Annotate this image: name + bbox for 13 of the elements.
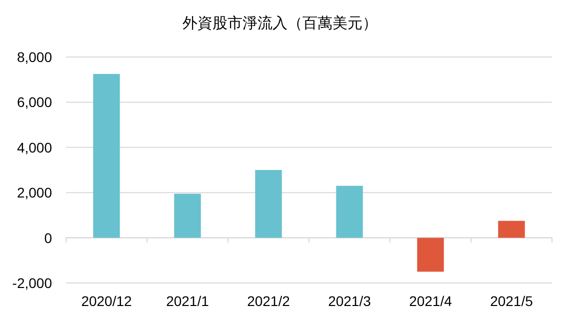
y-tick-label: 4,000 xyxy=(16,139,52,156)
y-tick-label: 8,000 xyxy=(16,49,52,65)
x-tick-label: 2021/4 xyxy=(409,293,452,309)
y-tick-label: -2,000 xyxy=(12,275,52,291)
x-tick-label: 2021/5 xyxy=(490,293,534,309)
x-tick-label: 2021/3 xyxy=(328,293,372,309)
x-tick-label: 2020/12 xyxy=(81,293,132,309)
y-tick-label: 0 xyxy=(44,230,52,246)
x-tick-label: 2021/1 xyxy=(166,293,210,309)
title: 外資股市淨流入（百萬美元） xyxy=(182,15,378,32)
x-tick-label: 2021/2 xyxy=(247,293,290,309)
y-tick-label: 2,000 xyxy=(16,184,52,201)
y-tick-label: 6,000 xyxy=(16,94,52,110)
